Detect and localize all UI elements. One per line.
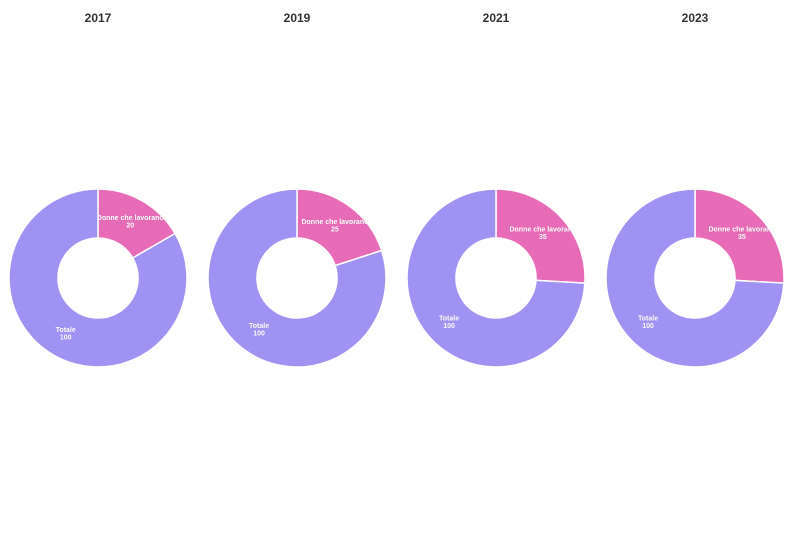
slice-totale[interactable] bbox=[8, 188, 188, 368]
donut-chart-2023: 2023 Donne che lavorano 35 Totale 100 bbox=[605, 11, 785, 368]
chart-title: 2023 bbox=[682, 11, 709, 25]
slice-donne-che-lavorano[interactable] bbox=[694, 188, 785, 284]
donut-chart-2017: 2017 Donne che lavorano 20 Totale 100 bbox=[8, 11, 188, 368]
chart-title: 2017 bbox=[85, 11, 112, 25]
slice-label-donne-che-lavorano: Donne che lavorano 35 bbox=[509, 227, 576, 242]
slice-donne-che-lavorano[interactable] bbox=[296, 188, 383, 267]
slice-label-donne-che-lavorano: Donne che lavorano 25 bbox=[301, 219, 368, 234]
slice-label-totale: Totale 100 bbox=[638, 315, 658, 330]
slice-donne-che-lavorano[interactable] bbox=[495, 188, 586, 284]
slice-label-totale: Totale 100 bbox=[439, 315, 459, 330]
slice-label-donne-che-lavorano: Donne che lavorano 35 bbox=[708, 227, 775, 242]
slice-label-totale: Totale 100 bbox=[56, 327, 76, 342]
slice-label-totale: Totale 100 bbox=[249, 323, 269, 338]
donut-chart-2021: 2021 Donne che lavorano 35 Totale 100 bbox=[406, 11, 586, 368]
slice-totale[interactable] bbox=[207, 188, 387, 368]
slice-totale[interactable] bbox=[406, 188, 586, 368]
donut-chart-2019: 2019 Donne che lavorano 25 Totale 100 bbox=[207, 11, 387, 368]
chart-title: 2021 bbox=[483, 11, 510, 25]
chart-title: 2019 bbox=[284, 11, 311, 25]
slice-label-donne-che-lavorano: Donne che lavorano 20 bbox=[97, 215, 164, 230]
slice-totale[interactable] bbox=[605, 188, 785, 368]
